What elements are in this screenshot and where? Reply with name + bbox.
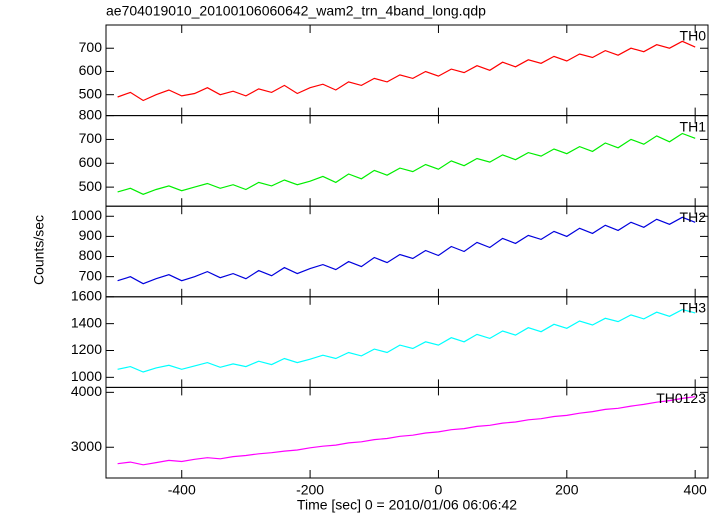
series-line	[117, 396, 696, 466]
y-tick-label: 1000	[71, 368, 102, 384]
x-axis-label: Time [sec] 0 = 2010/01/06 06:06:42	[297, 497, 517, 513]
series-line	[117, 40, 696, 102]
y-tick-label: 500	[79, 85, 103, 101]
y-tick-label: 1200	[71, 341, 102, 357]
y-tick-label: 700	[79, 267, 103, 283]
series-line	[117, 216, 696, 285]
y-tick-label: 800	[79, 247, 103, 263]
panel-frame	[105, 205, 709, 298]
y-tick-label: 1000	[71, 207, 102, 223]
panel-label: TH0123	[656, 390, 706, 406]
series-line	[117, 132, 696, 195]
series-line	[117, 308, 696, 373]
y-axis-label: Counts/sec	[31, 215, 47, 285]
y-tick-label: 700	[79, 39, 103, 55]
x-tick-label: 0	[435, 482, 443, 498]
panel-label: TH0	[680, 28, 707, 44]
panel-label: TH2	[680, 209, 707, 225]
x-tick-label: 200	[555, 482, 579, 498]
y-tick-label: 1400	[71, 314, 102, 330]
panel-label: TH1	[680, 118, 707, 134]
y-tick-label: 4000	[71, 383, 102, 399]
y-tick-label: 600	[79, 154, 103, 170]
x-tick-label: -400	[168, 482, 196, 498]
y-tick-label: 1600	[71, 288, 102, 304]
x-tick-label: 400	[683, 482, 707, 498]
panel-frame	[105, 386, 709, 479]
y-tick-label: 500	[79, 178, 103, 194]
y-tick-label: 900	[79, 227, 103, 243]
panel-frame	[105, 296, 709, 388]
y-tick-label: 3000	[71, 438, 102, 454]
y-tick-label: 800	[79, 106, 103, 122]
x-tick-label: -200	[296, 482, 324, 498]
panel-frame	[105, 115, 709, 207]
y-tick-label: 700	[79, 130, 103, 146]
panel-label: TH3	[680, 300, 707, 316]
panel-frame	[105, 24, 709, 117]
y-tick-label: 600	[79, 62, 103, 78]
chart-title: ae704019010_20100106060642_wam2_trn_4ban…	[106, 3, 486, 19]
